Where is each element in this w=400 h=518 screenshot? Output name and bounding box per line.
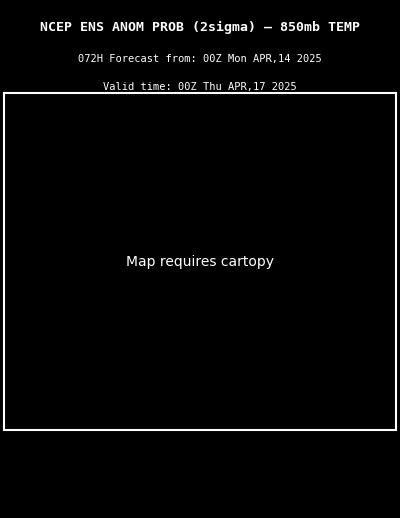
- Text: NCEP ENS ANOM PROB (2sigma) – 850mb TEMP: NCEP ENS ANOM PROB (2sigma) – 850mb TEMP: [40, 21, 360, 34]
- Text: 072H Forecast from: 00Z Mon APR,14 2025: 072H Forecast from: 00Z Mon APR,14 2025: [78, 54, 322, 64]
- Text: Valid time: 00Z Thu APR,17 2025: Valid time: 00Z Thu APR,17 2025: [103, 82, 297, 92]
- Text: Map requires cartopy: Map requires cartopy: [126, 254, 274, 269]
